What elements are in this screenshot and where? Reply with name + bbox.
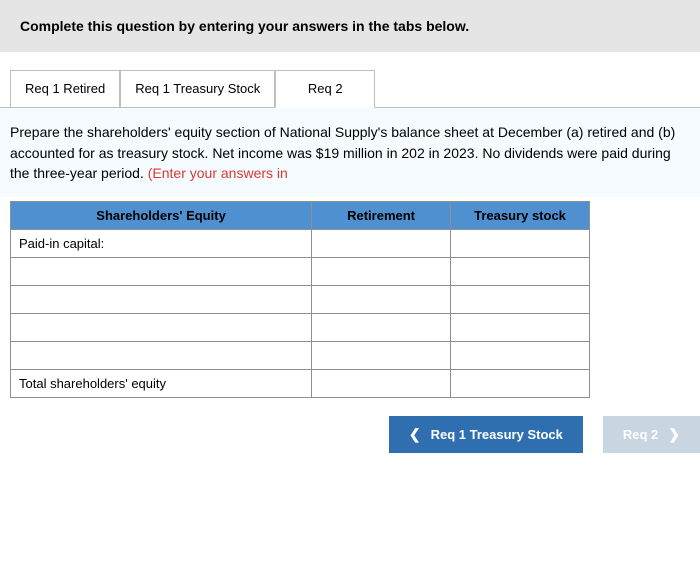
retirement-cell[interactable] [312,370,451,398]
chevron-left-icon: ❮ [409,426,421,443]
header-equity: Shareholders' Equity [11,202,312,230]
prompt-main: Prepare the shareholders' equity section… [10,124,675,181]
tabs-row: Req 1 Retired Req 1 Treasury Stock Req 2 [10,70,700,108]
table-row [11,258,590,286]
retirement-cell[interactable] [312,230,451,258]
equity-table: Shareholders' Equity Retirement Treasury… [10,201,590,398]
retirement-cell[interactable] [312,286,451,314]
tab-req1-retired[interactable]: Req 1 Retired [10,70,120,108]
treasury-cell[interactable] [451,314,590,342]
treasury-cell[interactable] [451,342,590,370]
next-label: Req 2 [623,427,658,442]
tab-req1-treasury[interactable]: Req 1 Treasury Stock [120,70,275,108]
treasury-cell[interactable] [451,370,590,398]
nav-row: ❮ Req 1 Treasury Stock Req 2 ❯ [0,416,700,465]
tab-req2[interactable]: Req 2 [275,70,375,108]
table-header-row: Shareholders' Equity Retirement Treasury… [11,202,590,230]
table-row: Paid-in capital: [11,230,590,258]
header-retirement: Retirement [312,202,451,230]
row-label[interactable] [11,314,312,342]
row-label[interactable]: Paid-in capital: [11,230,312,258]
prev-button[interactable]: ❮ Req 1 Treasury Stock [389,416,583,453]
chevron-right-icon: ❯ [668,426,680,443]
retirement-cell[interactable] [312,314,451,342]
prev-label: Req 1 Treasury Stock [431,427,563,442]
next-button[interactable]: Req 2 ❯ [603,416,700,453]
table-row [11,314,590,342]
retirement-cell[interactable] [312,258,451,286]
prompt-area: Prepare the shareholders' equity section… [0,107,700,197]
header-treasury: Treasury stock [451,202,590,230]
table-row [11,286,590,314]
row-label[interactable] [11,342,312,370]
treasury-cell[interactable] [451,286,590,314]
table-row [11,342,590,370]
instruction-bar: Complete this question by entering your … [0,0,700,52]
table-row: Total shareholders' equity [11,370,590,398]
retirement-cell[interactable] [312,342,451,370]
instruction-text: Complete this question by entering your … [20,18,469,34]
row-label[interactable]: Total shareholders' equity [11,370,312,398]
tab-label: Req 1 Treasury Stock [135,81,260,97]
row-label[interactable] [11,286,312,314]
tab-label: Req 1 Retired [25,81,105,97]
row-label[interactable] [11,258,312,286]
treasury-cell[interactable] [451,258,590,286]
prompt-red: (Enter your answers in [148,165,288,181]
treasury-cell[interactable] [451,230,590,258]
tab-label: Req 2 [308,81,343,97]
